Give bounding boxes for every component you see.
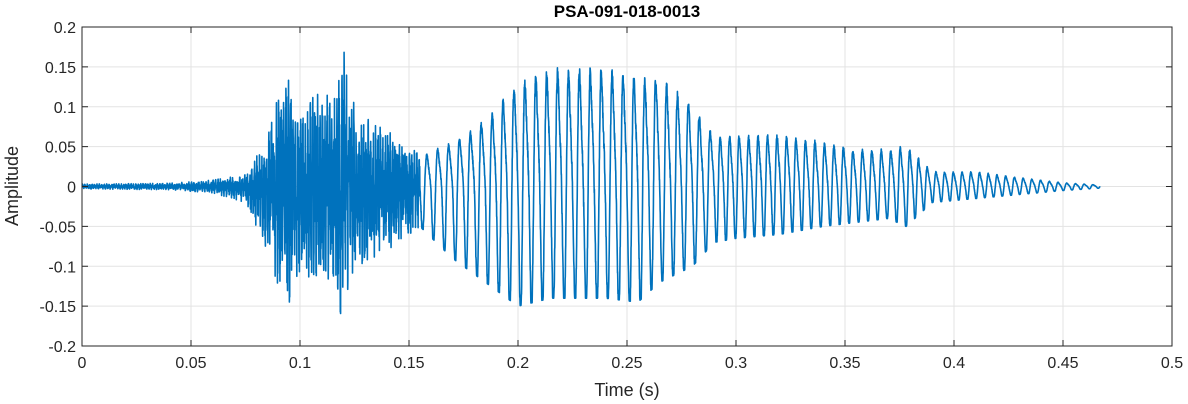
- x-tick-label: 0.15: [393, 355, 424, 372]
- x-tick-label: 0: [78, 355, 87, 372]
- x-tick-label: 0.3: [725, 355, 747, 372]
- x-axis-ticks: 0 0.05 0.1 0.15 0.2 0.25 0.3 0.35 0.4 0.45 0.5: [78, 27, 1183, 372]
- y-axis-ticks: 0.2 0.15 0.1 0.05 0 -0.05 -0.1 -0.15 -0.2: [40, 20, 1172, 356]
- x-tick-label: 0.05: [175, 355, 206, 372]
- x-tick-label: 0.25: [611, 355, 642, 372]
- y-tick-label: 0: [67, 180, 76, 197]
- y-tick-label: -0.1: [48, 259, 76, 276]
- y-tick-label: 0.05: [45, 140, 76, 157]
- x-tick-label: 0.35: [829, 355, 860, 372]
- y-tick-label: 0.1: [54, 100, 76, 117]
- y-tick-label: -0.2: [48, 339, 76, 356]
- x-tick-label: 0.4: [943, 355, 965, 372]
- x-tick-label: 0.5: [1161, 355, 1183, 372]
- chart-title: PSA-091-018-0013: [554, 2, 700, 21]
- y-tick-label: -0.15: [40, 299, 77, 316]
- y-tick-label: -0.05: [40, 219, 77, 236]
- x-tick-label: 0.2: [507, 355, 529, 372]
- y-tick-label: 0.2: [54, 20, 76, 37]
- waveform-series-line: [82, 51, 1101, 315]
- y-axis-label: Amplitude: [2, 146, 22, 226]
- x-tick-label: 0.1: [289, 355, 311, 372]
- y-tick-label: 0.15: [45, 60, 76, 77]
- x-axis-label: Time (s): [594, 380, 659, 400]
- x-tick-label: 0.45: [1047, 355, 1078, 372]
